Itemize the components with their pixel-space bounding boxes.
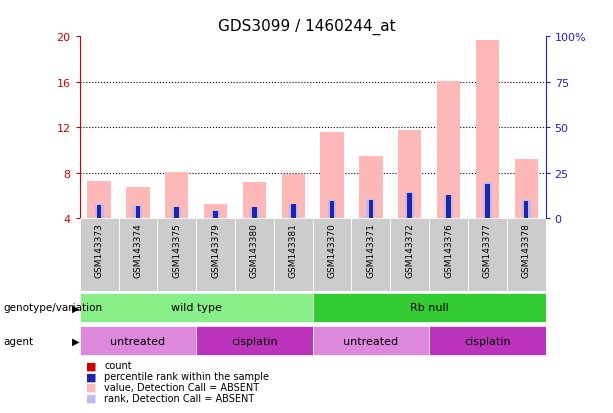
Text: untreated: untreated (110, 336, 166, 346)
Bar (330, 216, 334, 264)
Text: ▶: ▶ (72, 303, 80, 313)
Bar (291, 216, 295, 264)
Bar (446, 196, 451, 264)
Text: GSM143375: GSM143375 (172, 223, 181, 277)
Text: GSM143381: GSM143381 (289, 223, 298, 277)
Bar (250, 207, 259, 264)
Bar (351, 219, 390, 291)
Text: GDS3099 / 1460244_at: GDS3099 / 1460244_at (218, 19, 395, 35)
Bar (172, 207, 181, 264)
Bar (429, 219, 468, 291)
Bar (291, 205, 295, 264)
Bar (196, 326, 313, 356)
Bar (213, 211, 218, 264)
Bar (135, 206, 140, 264)
Text: GSM143373: GSM143373 (94, 223, 104, 277)
Bar (243, 183, 266, 264)
Bar (313, 293, 546, 323)
Bar (135, 216, 140, 264)
Text: ■: ■ (86, 361, 96, 370)
Bar (507, 219, 546, 291)
Bar (368, 216, 373, 264)
Bar (446, 216, 451, 264)
Text: ▶: ▶ (72, 336, 80, 346)
Bar (126, 187, 150, 264)
Bar (97, 205, 101, 264)
Bar (359, 157, 383, 264)
Bar (252, 216, 257, 264)
Text: Rb null: Rb null (409, 303, 449, 313)
Text: GSM143370: GSM143370 (327, 223, 337, 277)
Bar (514, 160, 538, 264)
Bar (235, 219, 274, 291)
Bar (367, 199, 375, 264)
Text: count: count (104, 361, 132, 370)
Text: GSM143377: GSM143377 (483, 223, 492, 277)
Bar (524, 216, 528, 264)
Bar (408, 194, 412, 264)
Bar (437, 81, 460, 264)
Bar (313, 326, 429, 356)
Bar (204, 204, 227, 264)
Bar (408, 215, 412, 264)
Bar (313, 219, 351, 291)
Text: rank, Detection Call = ABSENT: rank, Detection Call = ABSENT (104, 393, 254, 403)
Text: agent: agent (3, 336, 33, 346)
Bar (476, 40, 499, 264)
Bar (429, 326, 546, 356)
Text: ■: ■ (86, 393, 96, 403)
Text: GSM143372: GSM143372 (405, 223, 414, 277)
Text: GSM143379: GSM143379 (211, 223, 220, 277)
Bar (88, 181, 111, 264)
Bar (80, 326, 196, 356)
Bar (485, 185, 490, 264)
Text: GSM143371: GSM143371 (367, 223, 375, 277)
Bar (483, 183, 492, 264)
Bar (368, 201, 373, 264)
Bar (444, 195, 453, 264)
Bar (134, 206, 142, 264)
Bar (252, 207, 257, 264)
Bar (213, 217, 218, 264)
Bar (405, 193, 414, 264)
Bar (485, 214, 490, 264)
Text: untreated: untreated (343, 336, 398, 346)
Bar (97, 216, 101, 264)
Bar (211, 211, 220, 264)
Bar (390, 219, 429, 291)
Text: GSM143376: GSM143376 (444, 223, 453, 277)
Bar (330, 202, 334, 264)
Text: cisplatin: cisplatin (231, 336, 278, 346)
Text: GSM143378: GSM143378 (522, 223, 531, 277)
Bar (468, 219, 507, 291)
Bar (165, 172, 188, 264)
Bar (281, 175, 305, 264)
Bar (196, 219, 235, 291)
Text: value, Detection Call = ABSENT: value, Detection Call = ABSENT (104, 382, 259, 392)
Bar (398, 131, 421, 264)
Text: GSM143374: GSM143374 (134, 223, 142, 277)
Text: genotype/variation: genotype/variation (3, 303, 102, 313)
Bar (274, 219, 313, 291)
Text: cisplatin: cisplatin (464, 336, 511, 346)
Bar (524, 202, 528, 264)
Text: ■: ■ (86, 382, 96, 392)
Bar (175, 207, 179, 264)
Bar (321, 133, 344, 264)
Bar (158, 219, 196, 291)
Bar (522, 201, 531, 264)
Bar (289, 204, 298, 264)
Text: percentile rank within the sample: percentile rank within the sample (104, 371, 269, 381)
Bar (175, 216, 179, 264)
Bar (94, 204, 104, 264)
Bar (118, 219, 158, 291)
Text: ■: ■ (86, 371, 96, 381)
Bar (327, 201, 337, 264)
Text: GSM143380: GSM143380 (250, 223, 259, 277)
Bar (80, 219, 118, 291)
Bar (80, 293, 313, 323)
Text: wild type: wild type (171, 303, 221, 313)
